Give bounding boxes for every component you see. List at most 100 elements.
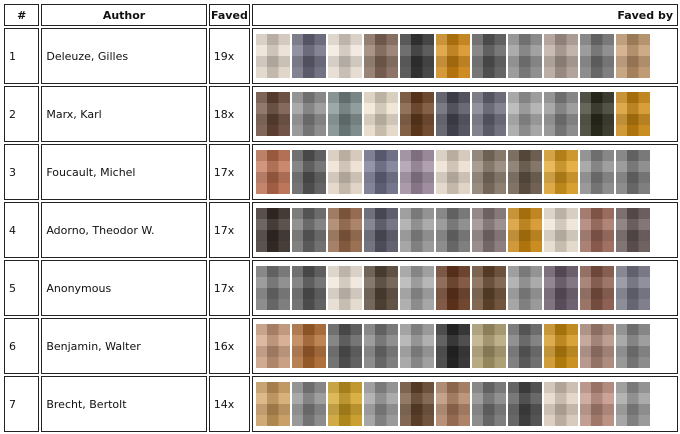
user-avatar-thumbnail[interactable]: [580, 324, 615, 368]
user-avatar-thumbnail[interactable]: [256, 324, 291, 368]
user-avatar-thumbnail[interactable]: [328, 34, 363, 78]
user-avatar-thumbnail[interactable]: [580, 382, 615, 426]
table-row: 2 Marx, Karl 18x: [4, 86, 678, 142]
user-avatar-thumbnail[interactable]: [328, 92, 363, 136]
user-avatar-thumbnail[interactable]: [472, 208, 507, 252]
user-avatar-thumbnail[interactable]: [436, 208, 471, 252]
column-header-faved[interactable]: Faved: [208, 4, 251, 26]
user-avatar-thumbnail[interactable]: [292, 34, 327, 78]
row-number: 4: [4, 202, 40, 258]
user-avatar-thumbnail[interactable]: [256, 266, 291, 310]
user-avatar-thumbnail[interactable]: [508, 92, 543, 136]
user-avatar-thumbnail[interactable]: [508, 34, 543, 78]
user-avatar-thumbnail[interactable]: [256, 382, 291, 426]
user-avatar-thumbnail[interactable]: [616, 266, 651, 310]
user-avatar-thumbnail[interactable]: [544, 266, 579, 310]
faved-count: 17x: [208, 260, 251, 316]
user-avatar-thumbnail[interactable]: [508, 266, 543, 310]
faved-count: 17x: [208, 144, 251, 200]
user-avatar-thumbnail[interactable]: [400, 92, 435, 136]
user-avatar-thumbnail[interactable]: [472, 266, 507, 310]
user-avatar-thumbnail[interactable]: [292, 324, 327, 368]
author-name[interactable]: Deleuze, Gilles: [41, 28, 207, 84]
user-avatar-thumbnail[interactable]: [328, 150, 363, 194]
column-header-number[interactable]: #: [4, 4, 40, 26]
user-avatar-thumbnail[interactable]: [472, 324, 507, 368]
user-avatar-thumbnail[interactable]: [328, 324, 363, 368]
user-avatar-thumbnail[interactable]: [400, 34, 435, 78]
user-avatar-thumbnail[interactable]: [508, 324, 543, 368]
user-avatar-thumbnail[interactable]: [364, 208, 399, 252]
user-avatar-thumbnail[interactable]: [436, 150, 471, 194]
user-avatar-thumbnail[interactable]: [364, 150, 399, 194]
user-avatar-thumbnail[interactable]: [292, 92, 327, 136]
user-avatar-thumbnail[interactable]: [616, 92, 651, 136]
user-avatar-thumbnail[interactable]: [364, 382, 399, 426]
user-avatar-thumbnail[interactable]: [616, 150, 651, 194]
user-avatar-thumbnail[interactable]: [400, 382, 435, 426]
user-avatar-thumbnail[interactable]: [256, 92, 291, 136]
user-avatar-thumbnail[interactable]: [436, 92, 471, 136]
user-avatar-thumbnail[interactable]: [544, 150, 579, 194]
user-avatar-thumbnail[interactable]: [580, 34, 615, 78]
user-avatar-thumbnail[interactable]: [580, 150, 615, 194]
author-name[interactable]: Marx, Karl: [41, 86, 207, 142]
row-number: 2: [4, 86, 40, 142]
user-avatar-thumbnail[interactable]: [580, 266, 615, 310]
user-avatar-thumbnail[interactable]: [616, 382, 651, 426]
user-avatar-thumbnail[interactable]: [400, 266, 435, 310]
user-avatar-thumbnail[interactable]: [580, 208, 615, 252]
author-name[interactable]: Foucault, Michel: [41, 144, 207, 200]
user-avatar-thumbnail[interactable]: [328, 208, 363, 252]
user-avatar-thumbnail[interactable]: [436, 324, 471, 368]
user-avatar-thumbnail[interactable]: [544, 208, 579, 252]
user-avatar-thumbnail[interactable]: [616, 208, 651, 252]
table-row: 5 Anonymous 17x: [4, 260, 678, 316]
user-avatar-thumbnail[interactable]: [544, 324, 579, 368]
user-avatar-thumbnail[interactable]: [472, 92, 507, 136]
faved-count: 14x: [208, 376, 251, 432]
user-avatar-thumbnail[interactable]: [256, 208, 291, 252]
user-avatar-thumbnail[interactable]: [328, 382, 363, 426]
user-avatar-thumbnail[interactable]: [292, 266, 327, 310]
user-avatar-thumbnail[interactable]: [508, 382, 543, 426]
user-avatar-thumbnail[interactable]: [400, 324, 435, 368]
user-avatar-thumbnail[interactable]: [616, 34, 651, 78]
row-number: 3: [4, 144, 40, 200]
user-avatar-thumbnail[interactable]: [400, 208, 435, 252]
user-avatar-thumbnail[interactable]: [544, 34, 579, 78]
author-name[interactable]: Adorno, Theodor W.: [41, 202, 207, 258]
user-avatar-thumbnail[interactable]: [472, 34, 507, 78]
avatar-strip: [253, 87, 676, 141]
author-name[interactable]: Benjamin, Walter: [41, 318, 207, 374]
user-avatar-thumbnail[interactable]: [256, 34, 291, 78]
column-header-author[interactable]: Author: [41, 4, 207, 26]
user-avatar-thumbnail[interactable]: [364, 34, 399, 78]
user-avatar-thumbnail[interactable]: [436, 34, 471, 78]
user-avatar-thumbnail[interactable]: [364, 266, 399, 310]
user-avatar-thumbnail[interactable]: [508, 208, 543, 252]
user-avatar-thumbnail[interactable]: [292, 208, 327, 252]
column-header-faved-by[interactable]: Faved by: [252, 4, 678, 26]
user-avatar-thumbnail[interactable]: [256, 150, 291, 194]
user-avatar-thumbnail[interactable]: [436, 266, 471, 310]
user-avatar-thumbnail[interactable]: [328, 266, 363, 310]
user-avatar-thumbnail[interactable]: [364, 92, 399, 136]
user-avatar-thumbnail[interactable]: [400, 150, 435, 194]
user-avatar-thumbnail[interactable]: [544, 382, 579, 426]
user-avatar-thumbnail[interactable]: [472, 382, 507, 426]
user-avatar-thumbnail[interactable]: [472, 150, 507, 194]
avatar-strip: [253, 319, 676, 373]
author-name[interactable]: Brecht, Bertolt: [41, 376, 207, 432]
user-avatar-thumbnail[interactable]: [616, 324, 651, 368]
user-avatar-thumbnail[interactable]: [292, 150, 327, 194]
header-row: # Author Faved Faved by: [4, 4, 678, 26]
user-avatar-thumbnail[interactable]: [508, 150, 543, 194]
user-avatar-thumbnail[interactable]: [292, 382, 327, 426]
user-avatar-thumbnail[interactable]: [436, 382, 471, 426]
user-avatar-thumbnail[interactable]: [580, 92, 615, 136]
user-avatar-thumbnail[interactable]: [544, 92, 579, 136]
author-name[interactable]: Anonymous: [41, 260, 207, 316]
user-avatar-thumbnail[interactable]: [364, 324, 399, 368]
